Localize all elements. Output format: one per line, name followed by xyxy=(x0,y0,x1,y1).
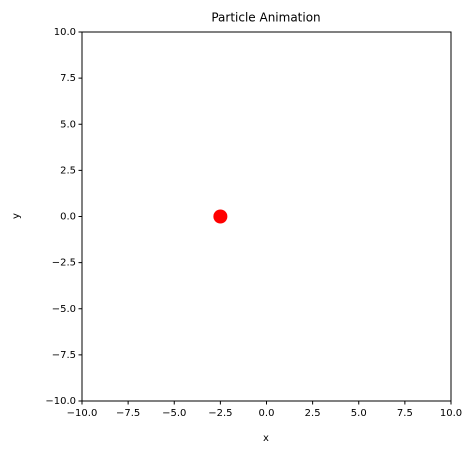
y-tick-label: 0.0 xyxy=(60,212,76,223)
x-tick-label: −10.0 xyxy=(67,408,98,419)
x-axis-label: x xyxy=(263,433,269,444)
y-tick-label: −5.0 xyxy=(52,304,76,315)
y-tick-label: −7.5 xyxy=(52,350,76,361)
y-axis-label: y xyxy=(11,213,22,219)
y-tick-label: −10.0 xyxy=(45,396,76,407)
x-tick-label: 0.0 xyxy=(259,408,275,419)
x-tick-label: 5.0 xyxy=(351,408,367,419)
y-tick-label: −2.5 xyxy=(52,258,76,269)
y-tick-label: 7.5 xyxy=(60,73,76,84)
y-tick-label: 2.5 xyxy=(60,165,76,176)
x-tick-label: 7.5 xyxy=(397,408,413,419)
x-tick-label: −2.5 xyxy=(208,408,232,419)
particle xyxy=(213,209,228,224)
y-tick-label: 5.0 xyxy=(60,119,76,130)
chart-title: Particle Animation xyxy=(211,11,320,25)
x-tick-label: −7.5 xyxy=(116,408,140,419)
y-tick-label: 10.0 xyxy=(54,27,76,38)
plot-frame xyxy=(81,31,452,402)
x-tick-label: 10.0 xyxy=(440,408,462,419)
x-tick-label: 2.5 xyxy=(305,408,321,419)
x-tick-label: −5.0 xyxy=(162,408,186,419)
